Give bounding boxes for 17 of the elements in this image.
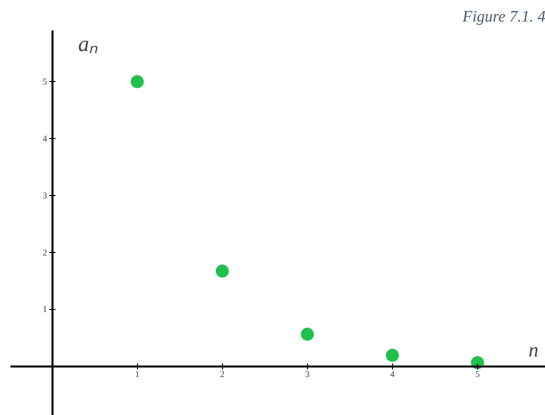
x-tick-label: 2: [220, 369, 225, 380]
point: [216, 264, 229, 278]
x-tick-label: 5: [475, 369, 480, 380]
x-tick-label: 4: [390, 369, 396, 380]
chart-title: Figure 7.1. 4: [462, 8, 545, 26]
x-tick-label: 3: [305, 369, 310, 380]
y-tick-label: 5: [42, 76, 48, 87]
point: [130, 75, 144, 88]
point: [386, 348, 399, 362]
y-tick-label: 3: [42, 190, 48, 200]
y-tick-label: 2: [42, 247, 48, 258]
x-axis-title: n: [528, 339, 538, 362]
x-tick-label: 1: [134, 369, 140, 380]
point: [300, 328, 314, 341]
y-tick-label: 1: [42, 304, 48, 314]
y-axis-title: aₙ: [78, 31, 98, 56]
y-tick-label: 4: [42, 134, 48, 144]
